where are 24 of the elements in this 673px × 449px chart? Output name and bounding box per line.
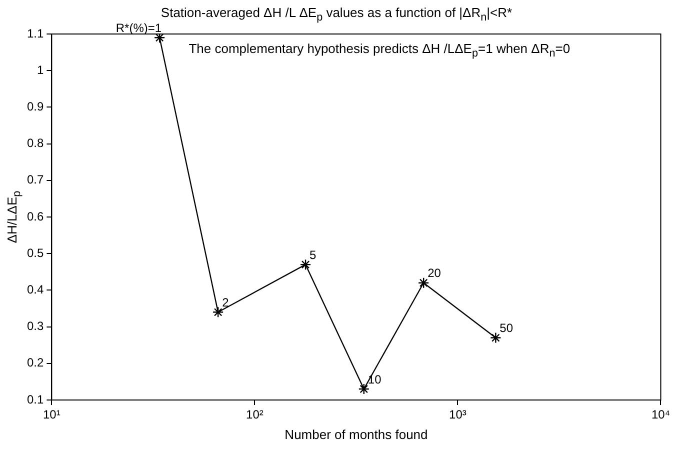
- y-tick-label: 0.9: [26, 100, 44, 114]
- annotation: 20: [428, 266, 442, 280]
- x-axis-title: Number of months found: [284, 426, 428, 442]
- x-tick-label: 10²: [246, 408, 264, 422]
- y-tick-label: 0.2: [26, 356, 44, 370]
- y-tick-label: 0.5: [26, 246, 44, 260]
- annotation: 2: [222, 295, 230, 310]
- y-tick-label: 0.4: [26, 282, 44, 297]
- y-tick-label: 0.6: [26, 209, 44, 224]
- y-tick-label: 0.7: [26, 172, 44, 187]
- x-tick-label: 10¹: [43, 408, 60, 422]
- annotation: 10: [368, 372, 382, 386]
- annotation: R*(%)=1: [116, 20, 162, 35]
- annotation: The complementary hypothesis predicts ΔH /LΔE$_{p}$=1 when ΔR$_{n}$=0: [188, 41, 570, 60]
- annotation: 50: [500, 321, 514, 336]
- y-tick-label: 0.8: [26, 136, 44, 150]
- y-tick-label: 1.1: [26, 26, 44, 40]
- x-tick-label: 10⁴: [651, 408, 670, 422]
- y-tick-label: 1: [36, 62, 44, 77]
- chart-title: Station-averaged ΔH /L ΔE$_{p}$ values as a function of |ΔR$_{n}$|<R*: [160, 5, 512, 24]
- y-tick-label: 0.3: [26, 319, 44, 334]
- annotation: 5: [310, 248, 317, 262]
- y-tick-label: 0.1: [26, 392, 44, 406]
- x-tick-label: 10³: [449, 408, 466, 422]
